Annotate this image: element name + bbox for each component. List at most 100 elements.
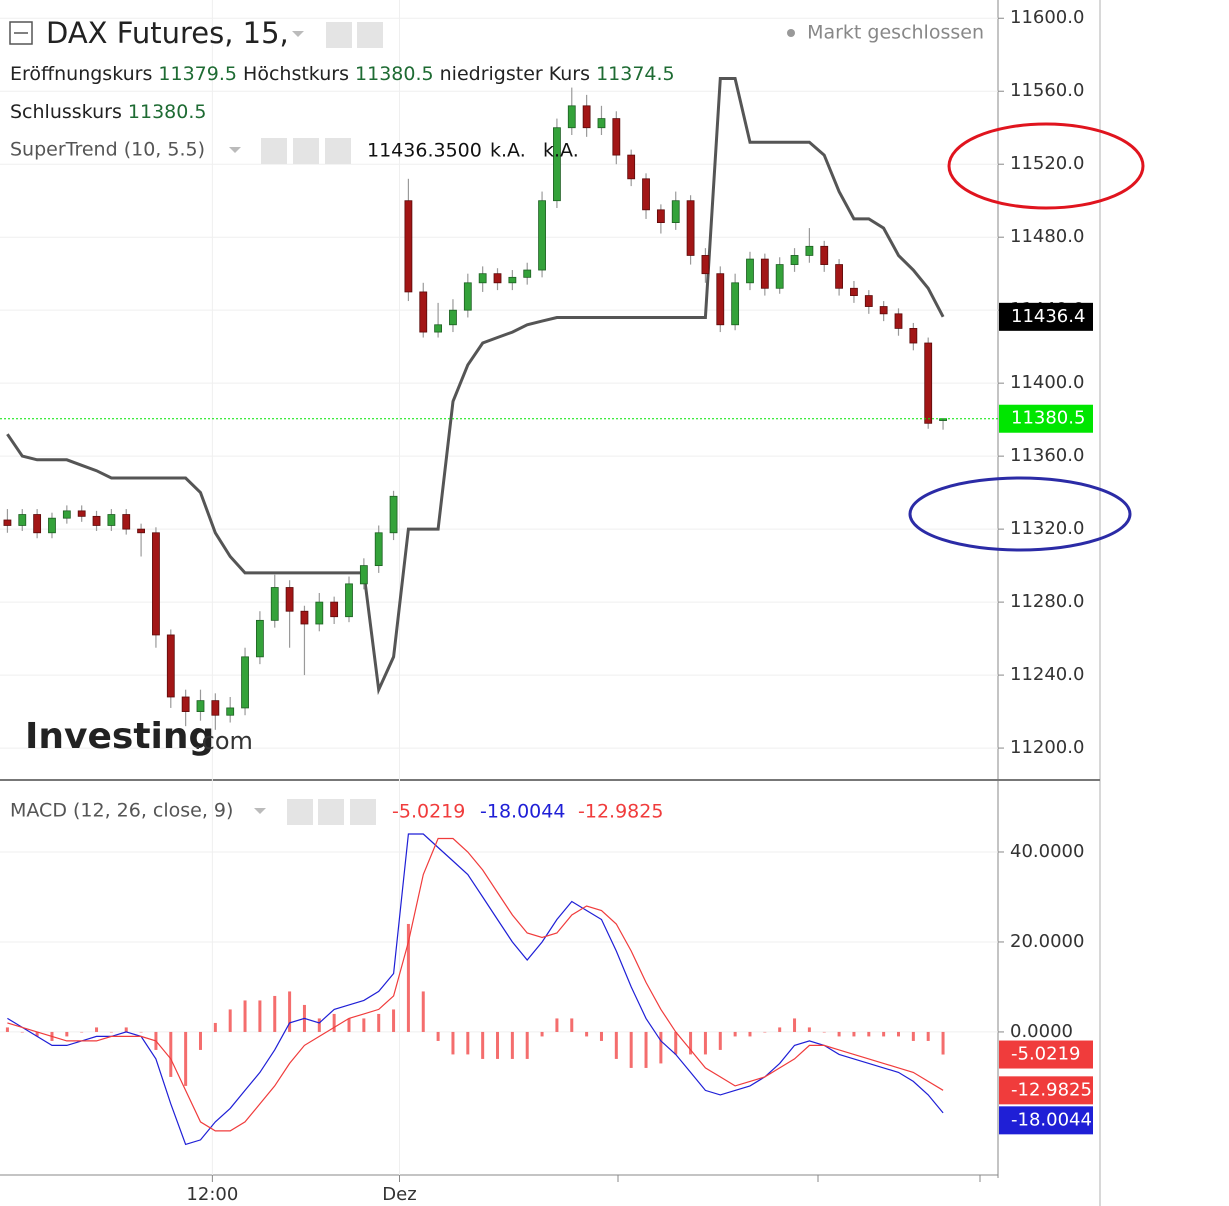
candle-body — [404, 200, 413, 293]
settings-icon[interactable] — [318, 799, 344, 825]
candle-body — [508, 276, 517, 284]
axis-value-box — [999, 404, 1093, 433]
histogram-bar — [778, 1027, 782, 1032]
axis-value-label: -12.9825 — [1011, 1079, 1092, 1100]
chart-title: DAX Futures, 15, — [46, 16, 289, 50]
eye-icon[interactable] — [326, 22, 352, 48]
candle-body — [196, 700, 205, 712]
candle-body — [775, 264, 784, 289]
axis-value-box — [999, 1040, 1093, 1069]
indicator-na: k.A. — [543, 140, 579, 162]
low-label: niedrigster Kurs — [440, 63, 590, 85]
candle-body — [389, 495, 398, 534]
histogram-bar — [481, 1031, 485, 1059]
histogram-bar — [644, 1031, 648, 1068]
collapse-icon[interactable] — [9, 21, 33, 45]
watermark-suffix: .com — [194, 727, 253, 755]
histogram-bar — [748, 1031, 752, 1037]
candle-body — [597, 118, 606, 129]
candle-body — [226, 707, 235, 716]
eye-icon[interactable] — [287, 799, 313, 825]
candle-body — [122, 514, 131, 530]
y-tick-label: 0.0000 — [1010, 1021, 1073, 1042]
candle-body — [330, 601, 339, 618]
candle-body — [835, 264, 843, 289]
open-value: 11379.5 — [158, 63, 237, 85]
candle-body — [790, 255, 799, 265]
histogram-bar — [852, 1031, 856, 1037]
histogram-bar — [95, 1027, 99, 1032]
histogram-bar — [718, 1031, 722, 1050]
eye-icon[interactable] — [261, 138, 287, 164]
candle-body — [701, 255, 710, 275]
candle-body — [760, 258, 769, 289]
candle-body — [374, 532, 383, 567]
macd-title: MACD (12, 26, close, 9) — [10, 800, 233, 822]
dropdown[interactable] — [292, 31, 304, 37]
candle-body — [315, 601, 324, 625]
candle-body — [478, 273, 487, 284]
histogram-bar — [882, 1031, 886, 1037]
candle-body — [894, 313, 903, 329]
histogram-bar — [317, 1018, 321, 1032]
histogram-bar — [436, 1031, 440, 1041]
histogram-bar — [332, 1013, 336, 1032]
candle-body — [567, 105, 576, 129]
candle-body — [48, 517, 56, 534]
candle-body — [3, 519, 12, 526]
histogram-bar — [466, 1031, 470, 1055]
candle-body — [92, 515, 101, 526]
close-value: 11380.5 — [128, 101, 207, 123]
ohlc-readout: Eröffnungskurs 11379.5 Höchstkurs 11380.… — [10, 63, 675, 85]
candle-body — [671, 200, 680, 223]
y-tick-label: 11400.0 — [1010, 372, 1084, 393]
histogram-bar — [763, 1031, 767, 1033]
histogram-bar — [555, 1018, 559, 1032]
histogram-bar — [392, 1009, 396, 1032]
y-tick-label: 20.0000 — [1010, 931, 1084, 952]
candle-body — [879, 306, 888, 315]
candle-body — [820, 245, 829, 265]
histogram-readout: -5.0219 — [392, 801, 465, 823]
remove-icon[interactable] — [350, 799, 376, 825]
close-readout: Schlusskurs 11380.5 — [10, 101, 206, 123]
signal-readout: -12.9825 — [578, 801, 663, 823]
histogram-bar — [570, 1018, 574, 1032]
y-tick-label: 11320.0 — [1010, 518, 1084, 539]
histogram-bar — [585, 1031, 589, 1037]
settings-icon[interactable] — [293, 138, 319, 164]
y-tick-label: 11240.0 — [1010, 664, 1084, 685]
candle-body — [419, 291, 428, 333]
macd-readout: -18.0044 — [480, 801, 565, 823]
axis-value-box — [999, 302, 1093, 331]
settings-icon[interactable] — [357, 22, 383, 48]
dropdown[interactable] — [254, 808, 266, 814]
histogram-bar — [213, 1022, 217, 1032]
histogram-bar — [525, 1031, 529, 1059]
close-label: Schlusskurs — [10, 101, 122, 123]
histogram-bar — [703, 1031, 707, 1055]
candle-body — [493, 273, 502, 284]
candle-body — [62, 510, 71, 519]
histogram-bar — [941, 1031, 945, 1055]
candle-body — [300, 610, 309, 625]
histogram-bar — [198, 1031, 202, 1050]
candle-body — [270, 587, 279, 621]
histogram-bar — [273, 995, 277, 1032]
histogram-bar — [451, 1031, 455, 1055]
dropdown[interactable] — [229, 147, 241, 153]
remove-icon[interactable] — [325, 138, 351, 164]
histogram-bar — [926, 1031, 930, 1041]
histogram-bar — [421, 991, 425, 1032]
candle-body — [731, 282, 740, 326]
macd-line — [7, 833, 944, 1146]
histogram-bar — [228, 1009, 232, 1032]
candle-body — [686, 200, 695, 256]
histogram-bar — [184, 1031, 188, 1086]
histogram-bar — [807, 1027, 811, 1032]
candle-body — [137, 528, 145, 534]
histogram-bar — [406, 923, 410, 1032]
candle-body — [939, 418, 947, 421]
candle-body — [612, 118, 621, 156]
